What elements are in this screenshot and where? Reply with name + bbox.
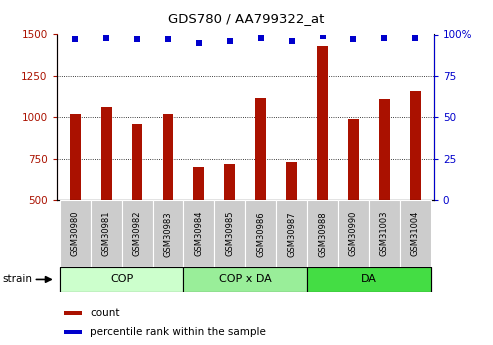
Bar	[245, 200, 276, 267]
Bar	[348, 119, 359, 283]
Bar	[91, 200, 122, 267]
Point	[411, 35, 419, 41]
Bar	[64, 330, 82, 334]
Text: DA: DA	[361, 275, 377, 284]
Bar	[60, 200, 91, 267]
Bar	[193, 167, 204, 283]
Bar	[101, 107, 111, 283]
Point	[350, 37, 357, 42]
Bar	[183, 200, 214, 267]
Point	[257, 35, 265, 41]
Point	[133, 37, 141, 42]
Point	[195, 40, 203, 46]
Text: GDS780 / AA799322_at: GDS780 / AA799322_at	[168, 12, 325, 25]
Text: COP: COP	[110, 275, 133, 284]
Text: GSM30985: GSM30985	[225, 211, 234, 256]
Text: GSM30981: GSM30981	[102, 211, 110, 256]
Bar	[255, 98, 266, 283]
Bar	[276, 200, 307, 267]
Bar	[379, 99, 390, 283]
Point	[71, 37, 79, 42]
Point	[318, 33, 326, 39]
Bar	[132, 124, 142, 283]
Point	[226, 38, 234, 44]
Bar	[286, 162, 297, 283]
Text: strain: strain	[2, 275, 33, 284]
Bar	[214, 200, 245, 267]
Bar	[70, 114, 81, 283]
Bar	[152, 200, 183, 267]
Text: GSM30986: GSM30986	[256, 211, 265, 257]
Point	[102, 35, 110, 41]
Text: GSM30987: GSM30987	[287, 211, 296, 257]
Point	[288, 38, 296, 44]
Text: GSM30984: GSM30984	[194, 211, 204, 256]
Text: GSM30983: GSM30983	[164, 211, 173, 257]
Bar	[307, 200, 338, 267]
Bar	[224, 165, 235, 283]
Bar	[338, 200, 369, 267]
Text: GSM31003: GSM31003	[380, 211, 389, 256]
Text: GSM30980: GSM30980	[70, 211, 80, 256]
Text: GSM30990: GSM30990	[349, 211, 358, 256]
Text: percentile rank within the sample: percentile rank within the sample	[90, 327, 266, 337]
Point	[164, 37, 172, 42]
Bar	[317, 46, 328, 283]
Bar	[64, 311, 82, 315]
Bar	[410, 91, 421, 283]
Bar	[183, 267, 307, 292]
Bar	[60, 267, 183, 292]
Text: GSM30982: GSM30982	[133, 211, 141, 256]
Bar	[400, 200, 431, 267]
Bar	[369, 200, 400, 267]
Bar	[122, 200, 152, 267]
Point	[381, 35, 388, 41]
Bar	[163, 114, 174, 283]
Text: COP x DA: COP x DA	[219, 275, 272, 284]
Text: count: count	[90, 308, 119, 318]
Text: GSM31004: GSM31004	[411, 211, 420, 256]
Text: GSM30988: GSM30988	[318, 211, 327, 257]
Bar	[307, 267, 431, 292]
